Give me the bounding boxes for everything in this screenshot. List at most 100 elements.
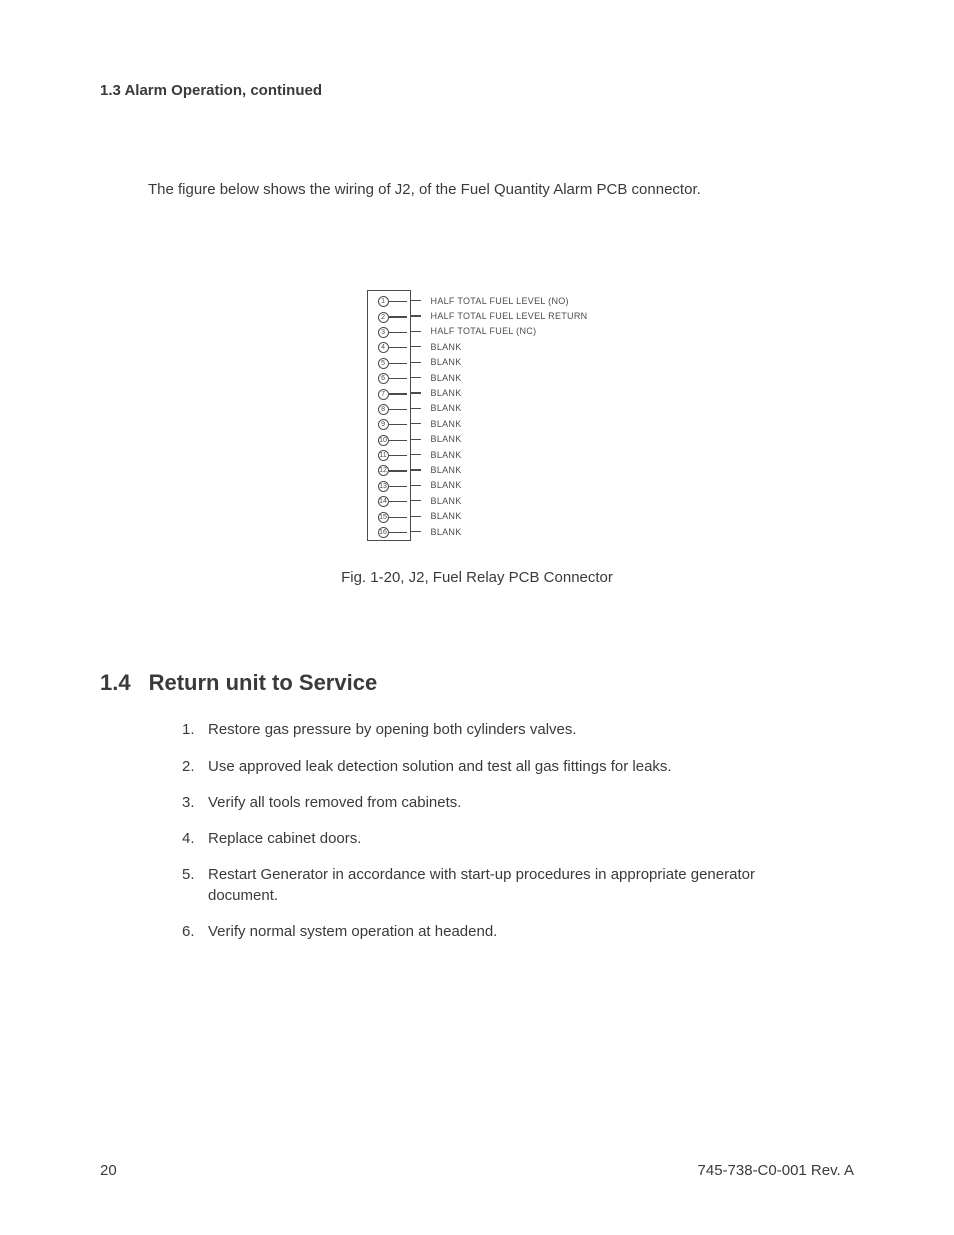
step-item: 1.Restore gas pressure by opening both c…: [182, 720, 822, 740]
pin-lead: [389, 301, 407, 302]
pin-label-lead: [411, 439, 421, 440]
pin-lead: [389, 378, 407, 379]
pin-label-lead: [411, 485, 421, 486]
pin-number: 8: [378, 404, 389, 415]
pin-lead: [389, 532, 407, 533]
pin-label-lead: [411, 331, 421, 332]
connector-pin: 10: [378, 433, 407, 448]
pin-label-row: BLANK: [411, 432, 588, 447]
pin-label: BLANK: [431, 342, 462, 352]
step-number: 1.: [182, 720, 208, 740]
steps-list: 1.Restore gas pressure by opening both c…: [182, 720, 822, 942]
pin-label-lead: [411, 454, 421, 455]
pin-label-row: BLANK: [411, 447, 588, 462]
page-number: 20: [100, 1162, 117, 1179]
pin-label-lead: [411, 346, 421, 347]
pin-label-lead: [411, 500, 421, 501]
pin-label: BLANK: [431, 450, 462, 460]
pin-label-lead: [411, 362, 421, 363]
pin-number: 13: [378, 481, 389, 492]
section-heading: 1.3 Alarm Operation, continued: [100, 82, 854, 99]
step-item: 4.Replace cabinet doors.: [182, 829, 822, 849]
pin-label-lead: [411, 423, 421, 424]
pin-number: 11: [378, 450, 389, 461]
pin-label: HALF TOTAL FUEL LEVEL RETURN: [431, 311, 588, 321]
pin-label: BLANK: [431, 373, 462, 383]
pin-number: 1: [378, 296, 389, 307]
document-id: 745-738-C0-001 Rev. A: [698, 1162, 854, 1179]
pin-label: BLANK: [431, 480, 462, 490]
pin-lead: [389, 363, 407, 364]
connector-pin: 9: [378, 417, 407, 432]
step-number: 4.: [182, 829, 208, 849]
intro-paragraph: The figure below shows the wiring of J2,…: [148, 181, 854, 198]
section-title: Return unit to Service: [149, 670, 378, 696]
pin-lead: [389, 440, 407, 441]
pin-label: HALF TOTAL FUEL (NC): [431, 326, 537, 336]
pin-label-row: BLANK: [411, 508, 588, 523]
connector-diagram: 12345678910111213141516 HALF TOTAL FUEL …: [100, 290, 854, 541]
pin-lead: [389, 486, 407, 487]
step-number: 2.: [182, 757, 208, 777]
pin-number: 4: [378, 342, 389, 353]
pin-label-row: BLANK: [411, 355, 588, 370]
step-item: 6.Verify normal system operation at head…: [182, 922, 822, 942]
connector-pin: 11: [378, 448, 407, 463]
pin-lead: [389, 517, 407, 518]
pin-label: BLANK: [431, 357, 462, 367]
pin-label-lead: [411, 516, 421, 517]
pin-lead: [389, 501, 407, 502]
pin-label-lead: [411, 408, 421, 409]
pin-lead: [389, 347, 407, 348]
pin-number: 14: [378, 496, 389, 507]
pin-label: BLANK: [431, 388, 462, 398]
connector-labels: HALF TOTAL FUEL LEVEL (NO) HALF TOTAL FUE…: [411, 290, 588, 539]
step-item: 5.Restart Generator in accordance with s…: [182, 865, 822, 906]
pin-number: 16: [378, 527, 389, 538]
pin-lead: [389, 393, 407, 394]
pin-label-lead: [411, 392, 421, 393]
pin-label-row: BLANK: [411, 493, 588, 508]
step-item: 3.Verify all tools removed from cabinets…: [182, 793, 822, 813]
pin-lead: [389, 470, 407, 471]
pin-label: BLANK: [431, 403, 462, 413]
connector-pin: 14: [378, 494, 407, 509]
pin-number: 9: [378, 419, 389, 430]
pin-label-lead: [411, 469, 421, 470]
pin-number: 2: [378, 312, 389, 323]
step-text: Use approved leak detection solution and…: [208, 757, 672, 777]
pin-number: 6: [378, 373, 389, 384]
pin-label: BLANK: [431, 419, 462, 429]
connector-body: 12345678910111213141516: [367, 290, 411, 541]
pin-number: 3: [378, 327, 389, 338]
connector-pin: 16: [378, 525, 407, 540]
pin-label: BLANK: [431, 496, 462, 506]
pin-lead: [389, 332, 407, 333]
step-text: Restart Generator in accordance with sta…: [208, 865, 822, 906]
pin-number: 7: [378, 389, 389, 400]
pin-number: 10: [378, 435, 389, 446]
pin-number: 15: [378, 512, 389, 523]
pin-lead: [389, 409, 407, 410]
connector-pin: 15: [378, 509, 407, 524]
connector-pin: 6: [378, 371, 407, 386]
step-text: Restore gas pressure by opening both cyl…: [208, 720, 577, 740]
pin-label-row: BLANK: [411, 339, 588, 354]
pin-label-row: BLANK: [411, 385, 588, 400]
pin-label-row: BLANK: [411, 462, 588, 477]
pin-label: BLANK: [431, 527, 462, 537]
section-number: 1.4: [100, 670, 131, 696]
pin-lead: [389, 316, 407, 317]
connector-pin: 4: [378, 340, 407, 355]
connector-pin: 5: [378, 356, 407, 371]
pin-label: HALF TOTAL FUEL LEVEL (NO): [431, 296, 569, 306]
pin-label-row: BLANK: [411, 524, 588, 539]
pin-label-row: HALF TOTAL FUEL LEVEL (NO): [411, 293, 588, 308]
pin-label-lead: [411, 531, 421, 532]
pin-label-row: BLANK: [411, 401, 588, 416]
step-number: 5.: [182, 865, 208, 906]
connector-pin: 3: [378, 325, 407, 340]
connector-pin: 1: [378, 294, 407, 309]
pin-label-row: HALF TOTAL FUEL (NC): [411, 324, 588, 339]
pin-label: BLANK: [431, 434, 462, 444]
